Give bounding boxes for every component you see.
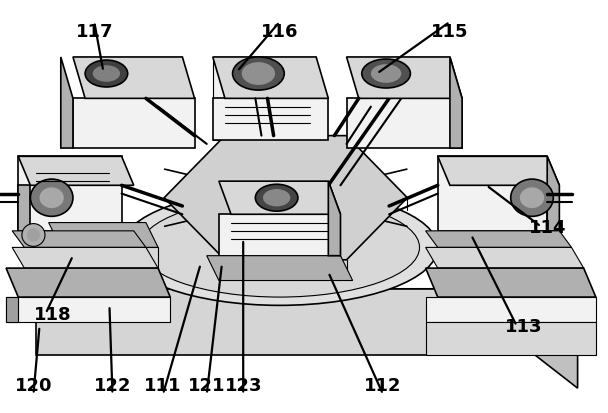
Polygon shape	[61, 58, 73, 149]
Text: 120: 120	[15, 377, 52, 394]
Polygon shape	[12, 231, 146, 248]
Ellipse shape	[362, 60, 410, 89]
Ellipse shape	[371, 65, 401, 83]
Polygon shape	[6, 297, 170, 322]
Polygon shape	[438, 157, 559, 186]
Polygon shape	[426, 268, 596, 297]
Text: 121: 121	[188, 377, 226, 394]
Ellipse shape	[122, 190, 438, 306]
Polygon shape	[18, 186, 30, 231]
Text: 112: 112	[364, 377, 402, 394]
Polygon shape	[547, 157, 559, 231]
Polygon shape	[426, 248, 584, 268]
Polygon shape	[213, 99, 328, 140]
Polygon shape	[207, 256, 353, 281]
Polygon shape	[12, 248, 158, 268]
Ellipse shape	[241, 63, 275, 86]
Polygon shape	[426, 231, 572, 248]
Polygon shape	[36, 289, 535, 355]
Text: 118: 118	[33, 305, 71, 323]
Text: 114: 114	[529, 218, 567, 236]
Polygon shape	[49, 223, 158, 248]
Polygon shape	[426, 297, 596, 322]
Ellipse shape	[511, 180, 553, 217]
Polygon shape	[18, 157, 122, 231]
Polygon shape	[73, 99, 195, 149]
Text: 116: 116	[261, 23, 299, 40]
Ellipse shape	[520, 188, 544, 209]
Polygon shape	[6, 297, 18, 322]
Ellipse shape	[40, 188, 64, 209]
Polygon shape	[450, 58, 462, 149]
Polygon shape	[426, 322, 596, 355]
Polygon shape	[347, 58, 462, 99]
Text: 111: 111	[144, 377, 182, 394]
Polygon shape	[164, 136, 407, 260]
Polygon shape	[49, 248, 158, 273]
Polygon shape	[18, 157, 134, 186]
Ellipse shape	[92, 66, 120, 83]
Ellipse shape	[263, 190, 291, 207]
Polygon shape	[438, 157, 547, 231]
Polygon shape	[535, 289, 578, 388]
Polygon shape	[6, 268, 170, 297]
Ellipse shape	[22, 224, 45, 247]
Text: 113: 113	[505, 317, 542, 335]
Polygon shape	[328, 182, 340, 256]
Polygon shape	[36, 289, 578, 322]
Ellipse shape	[30, 180, 73, 217]
Ellipse shape	[85, 61, 128, 88]
Text: 123: 123	[224, 377, 262, 394]
Text: 115: 115	[431, 23, 469, 40]
Ellipse shape	[27, 229, 40, 242]
Text: 117: 117	[75, 23, 113, 40]
Text: 122: 122	[94, 377, 131, 394]
Polygon shape	[219, 182, 340, 215]
Polygon shape	[219, 215, 340, 256]
Polygon shape	[347, 99, 462, 149]
Ellipse shape	[140, 198, 420, 297]
Polygon shape	[73, 58, 195, 99]
Polygon shape	[213, 58, 328, 99]
Ellipse shape	[232, 58, 284, 91]
Ellipse shape	[255, 185, 298, 211]
Polygon shape	[213, 58, 316, 140]
